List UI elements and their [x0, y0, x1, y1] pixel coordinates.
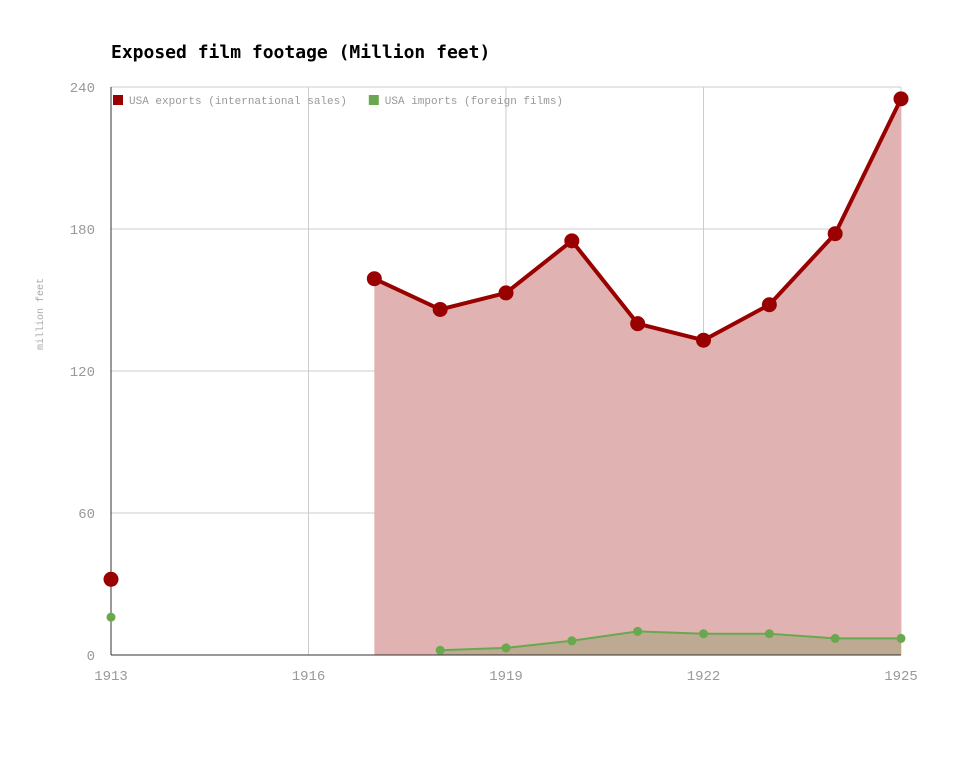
x-tick-label: 1925 [884, 669, 918, 685]
tick-labels: 0 60 120 180 240 1913 1916 1919 1922 1925 [70, 81, 918, 685]
legend-label: USA exports (international sales) [129, 96, 347, 108]
y-tick-label: 120 [70, 365, 95, 381]
axes [110, 87, 901, 656]
series-area [374, 98, 901, 656]
data-point [501, 643, 511, 653]
data-point [830, 633, 840, 643]
y-tick-label: 180 [70, 223, 95, 239]
data-point [699, 629, 708, 639]
legend-swatch [113, 95, 123, 105]
y-axis-label: million feet [35, 278, 47, 350]
chart-title: Exposed film footage (Million feet) [111, 42, 490, 63]
series-line [440, 630, 901, 652]
data-point [696, 332, 711, 348]
data-point [103, 571, 119, 587]
data-point [764, 629, 774, 639]
data-point [893, 91, 909, 107]
data-point [896, 633, 906, 643]
x-tick-label: 1913 [94, 669, 128, 685]
data-point [435, 645, 445, 655]
data-points [103, 91, 909, 655]
x-tick-label: 1922 [687, 669, 721, 685]
data-point [633, 626, 643, 636]
data-point [106, 612, 116, 622]
data-point [827, 226, 843, 242]
legend-label: USA imports (foreign films) [385, 96, 563, 108]
x-tick-label: 1919 [489, 669, 523, 685]
data-point [761, 297, 777, 313]
data-point [567, 636, 577, 646]
data-point [564, 233, 580, 249]
data-point [498, 285, 514, 301]
series-area [440, 631, 901, 655]
data-point [366, 271, 382, 287]
legend-swatch [368, 95, 379, 105]
x-tick-label: 1916 [292, 669, 326, 685]
data-point [630, 316, 646, 332]
data-point [432, 301, 448, 317]
y-tick-label: 240 [70, 81, 95, 97]
area-fills [374, 98, 901, 656]
y-tick-label: 60 [78, 507, 95, 523]
y-tick-label: 0 [87, 649, 95, 665]
legend: USA exports (international sales) USA imp… [113, 95, 563, 108]
